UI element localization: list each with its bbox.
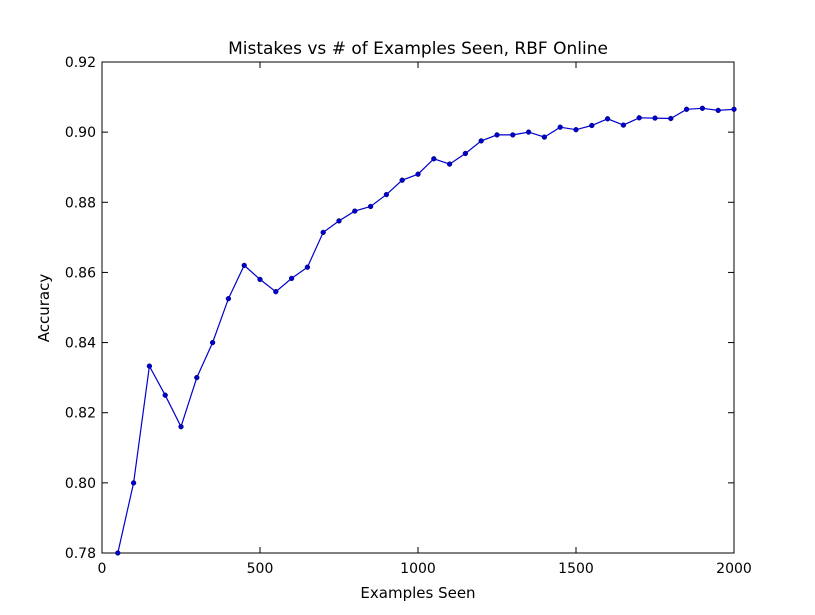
chart-title: Mistakes vs # of Examples Seen, RBF Onli… <box>228 39 608 59</box>
y-tick-label: 0.86 <box>65 265 96 281</box>
data-point <box>478 138 484 144</box>
data-point <box>604 116 611 122</box>
data-point <box>336 218 342 224</box>
data-point <box>573 127 579 133</box>
y-axis-label: Accuracy <box>35 274 53 343</box>
x-axis-label: Examples Seen <box>360 584 475 602</box>
data-point <box>541 134 548 140</box>
data-point <box>415 171 421 177</box>
x-axis-ticks: 0 500 1000 1500 2000 <box>98 62 752 577</box>
data-point <box>636 115 642 121</box>
x-tick-label: 1000 <box>400 561 436 577</box>
data-point <box>225 296 232 302</box>
data-point <box>557 124 563 130</box>
y-tick-label: 0.92 <box>65 55 96 71</box>
y-tick-label: 0.88 <box>65 195 96 211</box>
x-tick-label: 500 <box>247 561 274 577</box>
accuracy-series-line <box>117 107 735 554</box>
data-point <box>320 229 326 236</box>
data-point <box>130 480 137 486</box>
data-point <box>589 122 595 129</box>
data-point <box>257 276 263 283</box>
data-point <box>431 156 437 162</box>
accuracy-series-points <box>115 105 737 556</box>
data-point <box>352 208 358 214</box>
data-point <box>304 264 311 270</box>
x-tick-label: 0 <box>98 561 107 577</box>
data-point <box>146 363 153 369</box>
data-point <box>115 550 121 556</box>
data-point <box>715 107 721 114</box>
data-point <box>462 150 469 157</box>
data-point <box>446 161 453 167</box>
y-axis-ticks: 0.78 0.80 0.82 0.84 0.86 0.88 0.90 0.92 <box>65 55 734 562</box>
y-tick-label: 0.82 <box>65 406 96 422</box>
data-point <box>699 105 706 111</box>
data-point <box>525 129 532 135</box>
data-point <box>209 339 216 346</box>
x-tick-label: 2000 <box>716 561 752 577</box>
y-tick-label: 0.90 <box>65 125 96 141</box>
y-tick-label: 0.78 <box>65 546 96 562</box>
y-tick-label: 0.84 <box>65 336 96 352</box>
data-point <box>178 424 184 430</box>
data-point <box>620 122 627 128</box>
plot-frame <box>101 61 735 554</box>
data-point <box>194 374 200 381</box>
plot-area: 0 500 1000 1500 2000 0.78 0.80 0.82 0.84 0.86 0.8… <box>65 55 752 577</box>
data-point <box>162 392 168 398</box>
data-point <box>241 262 247 269</box>
data-point <box>510 132 516 138</box>
data-point <box>383 191 390 198</box>
data-point <box>273 289 279 295</box>
x-tick-label: 1500 <box>558 561 594 577</box>
data-point <box>668 115 674 122</box>
data-point <box>288 275 295 282</box>
data-point <box>494 132 500 138</box>
data-point <box>731 106 737 112</box>
data-point <box>399 177 405 183</box>
data-point <box>652 115 658 121</box>
data-point <box>683 106 690 112</box>
y-tick-label: 0.80 <box>65 476 96 492</box>
data-point <box>367 203 374 210</box>
